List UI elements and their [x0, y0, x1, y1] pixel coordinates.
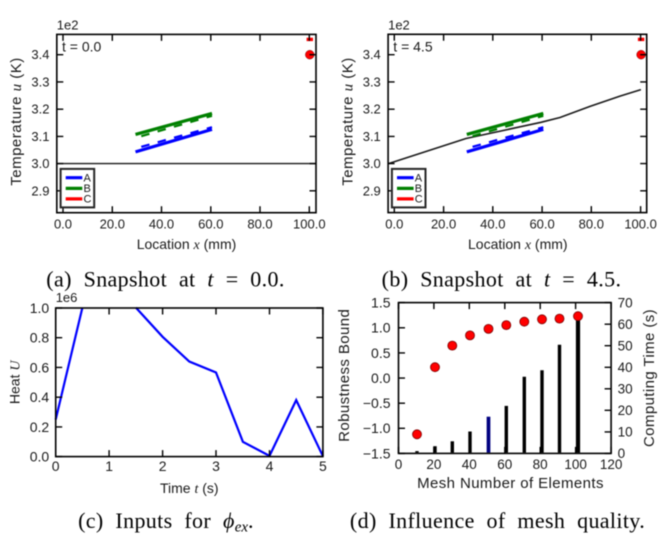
svg-text:0.2: 0.2 [30, 419, 50, 435]
svg-text:t = 4.5: t = 4.5 [393, 39, 433, 55]
svg-text:20.0: 20.0 [431, 217, 456, 232]
svg-text:5: 5 [319, 458, 327, 474]
svg-text:2.9: 2.9 [31, 183, 49, 198]
svg-text:0.4: 0.4 [30, 389, 50, 405]
svg-text:Temperature u (K): Temperature u (K) [8, 57, 25, 186]
svg-text:3.0: 3.0 [31, 156, 49, 171]
svg-text:40: 40 [618, 360, 633, 375]
svg-text:3.2: 3.2 [31, 102, 49, 117]
svg-text:1e6: 1e6 [56, 290, 78, 305]
svg-text:0: 0 [618, 446, 626, 461]
svg-text:0: 0 [52, 458, 60, 474]
svg-text:−1.0: −1.0 [363, 420, 391, 436]
svg-text:A: A [415, 173, 423, 185]
svg-text:Computing Time (s): Computing Time (s) [641, 309, 658, 447]
svg-text:Heat U: Heat U [7, 360, 24, 404]
svg-text:40: 40 [462, 457, 477, 472]
svg-text:0.6: 0.6 [30, 359, 50, 375]
svg-text:C: C [415, 194, 423, 206]
svg-text:10: 10 [618, 425, 633, 440]
svg-text:2.9: 2.9 [363, 183, 381, 198]
svg-text:(b) Snapshot at t = 4.5.: (b) Snapshot at t = 4.5. [382, 266, 622, 291]
svg-text:100: 100 [564, 457, 587, 472]
svg-text:−1.5: −1.5 [363, 445, 391, 461]
svg-text:1.0: 1.0 [371, 320, 391, 336]
svg-text:(c) Inputs for ϕex.: (c) Inputs for ϕex. [78, 508, 254, 536]
svg-text:2: 2 [159, 458, 167, 474]
svg-text:Temperature u (K): Temperature u (K) [339, 57, 356, 186]
svg-text:50: 50 [618, 338, 633, 353]
svg-text:3: 3 [212, 458, 220, 474]
svg-text:3.1: 3.1 [31, 129, 49, 144]
svg-text:4: 4 [266, 458, 274, 474]
svg-text:(d) Influence of mesh quality.: (d) Influence of mesh quality. [350, 508, 645, 533]
svg-text:(a) Snapshot at t = 0.0.: (a) Snapshot at t = 0.0. [46, 266, 284, 291]
svg-text:70: 70 [618, 295, 633, 310]
svg-text:30: 30 [618, 382, 633, 397]
svg-text:80.0: 80.0 [579, 217, 604, 232]
svg-text:0.8: 0.8 [30, 330, 50, 346]
svg-text:C: C [84, 194, 92, 206]
svg-text:0.0: 0.0 [371, 370, 391, 386]
svg-text:20: 20 [426, 457, 441, 472]
svg-text:0.0: 0.0 [30, 449, 50, 465]
svg-text:20: 20 [618, 403, 633, 418]
svg-text:Location x (mm): Location x (mm) [468, 236, 568, 253]
svg-text:40.0: 40.0 [149, 217, 174, 232]
svg-text:0.0: 0.0 [385, 217, 403, 232]
svg-text:60: 60 [497, 457, 512, 472]
svg-text:Time t (s): Time t (s) [160, 480, 219, 497]
svg-text:t = 0.0: t = 0.0 [62, 39, 102, 55]
svg-text:3.3: 3.3 [363, 74, 381, 89]
svg-text:3.4: 3.4 [31, 47, 49, 62]
svg-text:80: 80 [533, 457, 548, 472]
svg-text:3.2: 3.2 [363, 102, 381, 117]
svg-text:60.0: 60.0 [198, 217, 223, 232]
svg-text:Robustness Bound: Robustness Bound [336, 309, 353, 442]
svg-text:120: 120 [600, 457, 623, 472]
svg-text:0.5: 0.5 [371, 345, 391, 361]
svg-text:0.0: 0.0 [54, 217, 72, 232]
svg-text:3.0: 3.0 [363, 156, 381, 171]
svg-text:20.0: 20.0 [100, 217, 125, 232]
svg-text:Location x (mm): Location x (mm) [137, 236, 237, 253]
svg-text:B: B [84, 183, 91, 195]
svg-text:1e2: 1e2 [57, 17, 79, 32]
svg-text:3.3: 3.3 [31, 74, 49, 89]
svg-text:Mesh Number of Elements: Mesh Number of Elements [417, 475, 604, 492]
svg-text:−0.5: −0.5 [363, 395, 391, 411]
svg-text:0: 0 [395, 457, 403, 472]
svg-text:3.1: 3.1 [363, 129, 381, 144]
svg-text:100.0: 100.0 [293, 217, 326, 232]
svg-text:1: 1 [105, 458, 113, 474]
svg-text:A: A [84, 173, 92, 185]
svg-text:60: 60 [618, 317, 633, 332]
svg-text:60.0: 60.0 [529, 217, 554, 232]
svg-text:100.0: 100.0 [624, 217, 657, 232]
svg-text:80.0: 80.0 [247, 217, 272, 232]
svg-text:3.4: 3.4 [363, 47, 381, 62]
svg-text:1.5: 1.5 [371, 295, 391, 311]
svg-text:1e2: 1e2 [388, 17, 410, 32]
svg-text:B: B [415, 183, 422, 195]
svg-text:40.0: 40.0 [480, 217, 505, 232]
svg-text:1.0: 1.0 [30, 300, 50, 316]
